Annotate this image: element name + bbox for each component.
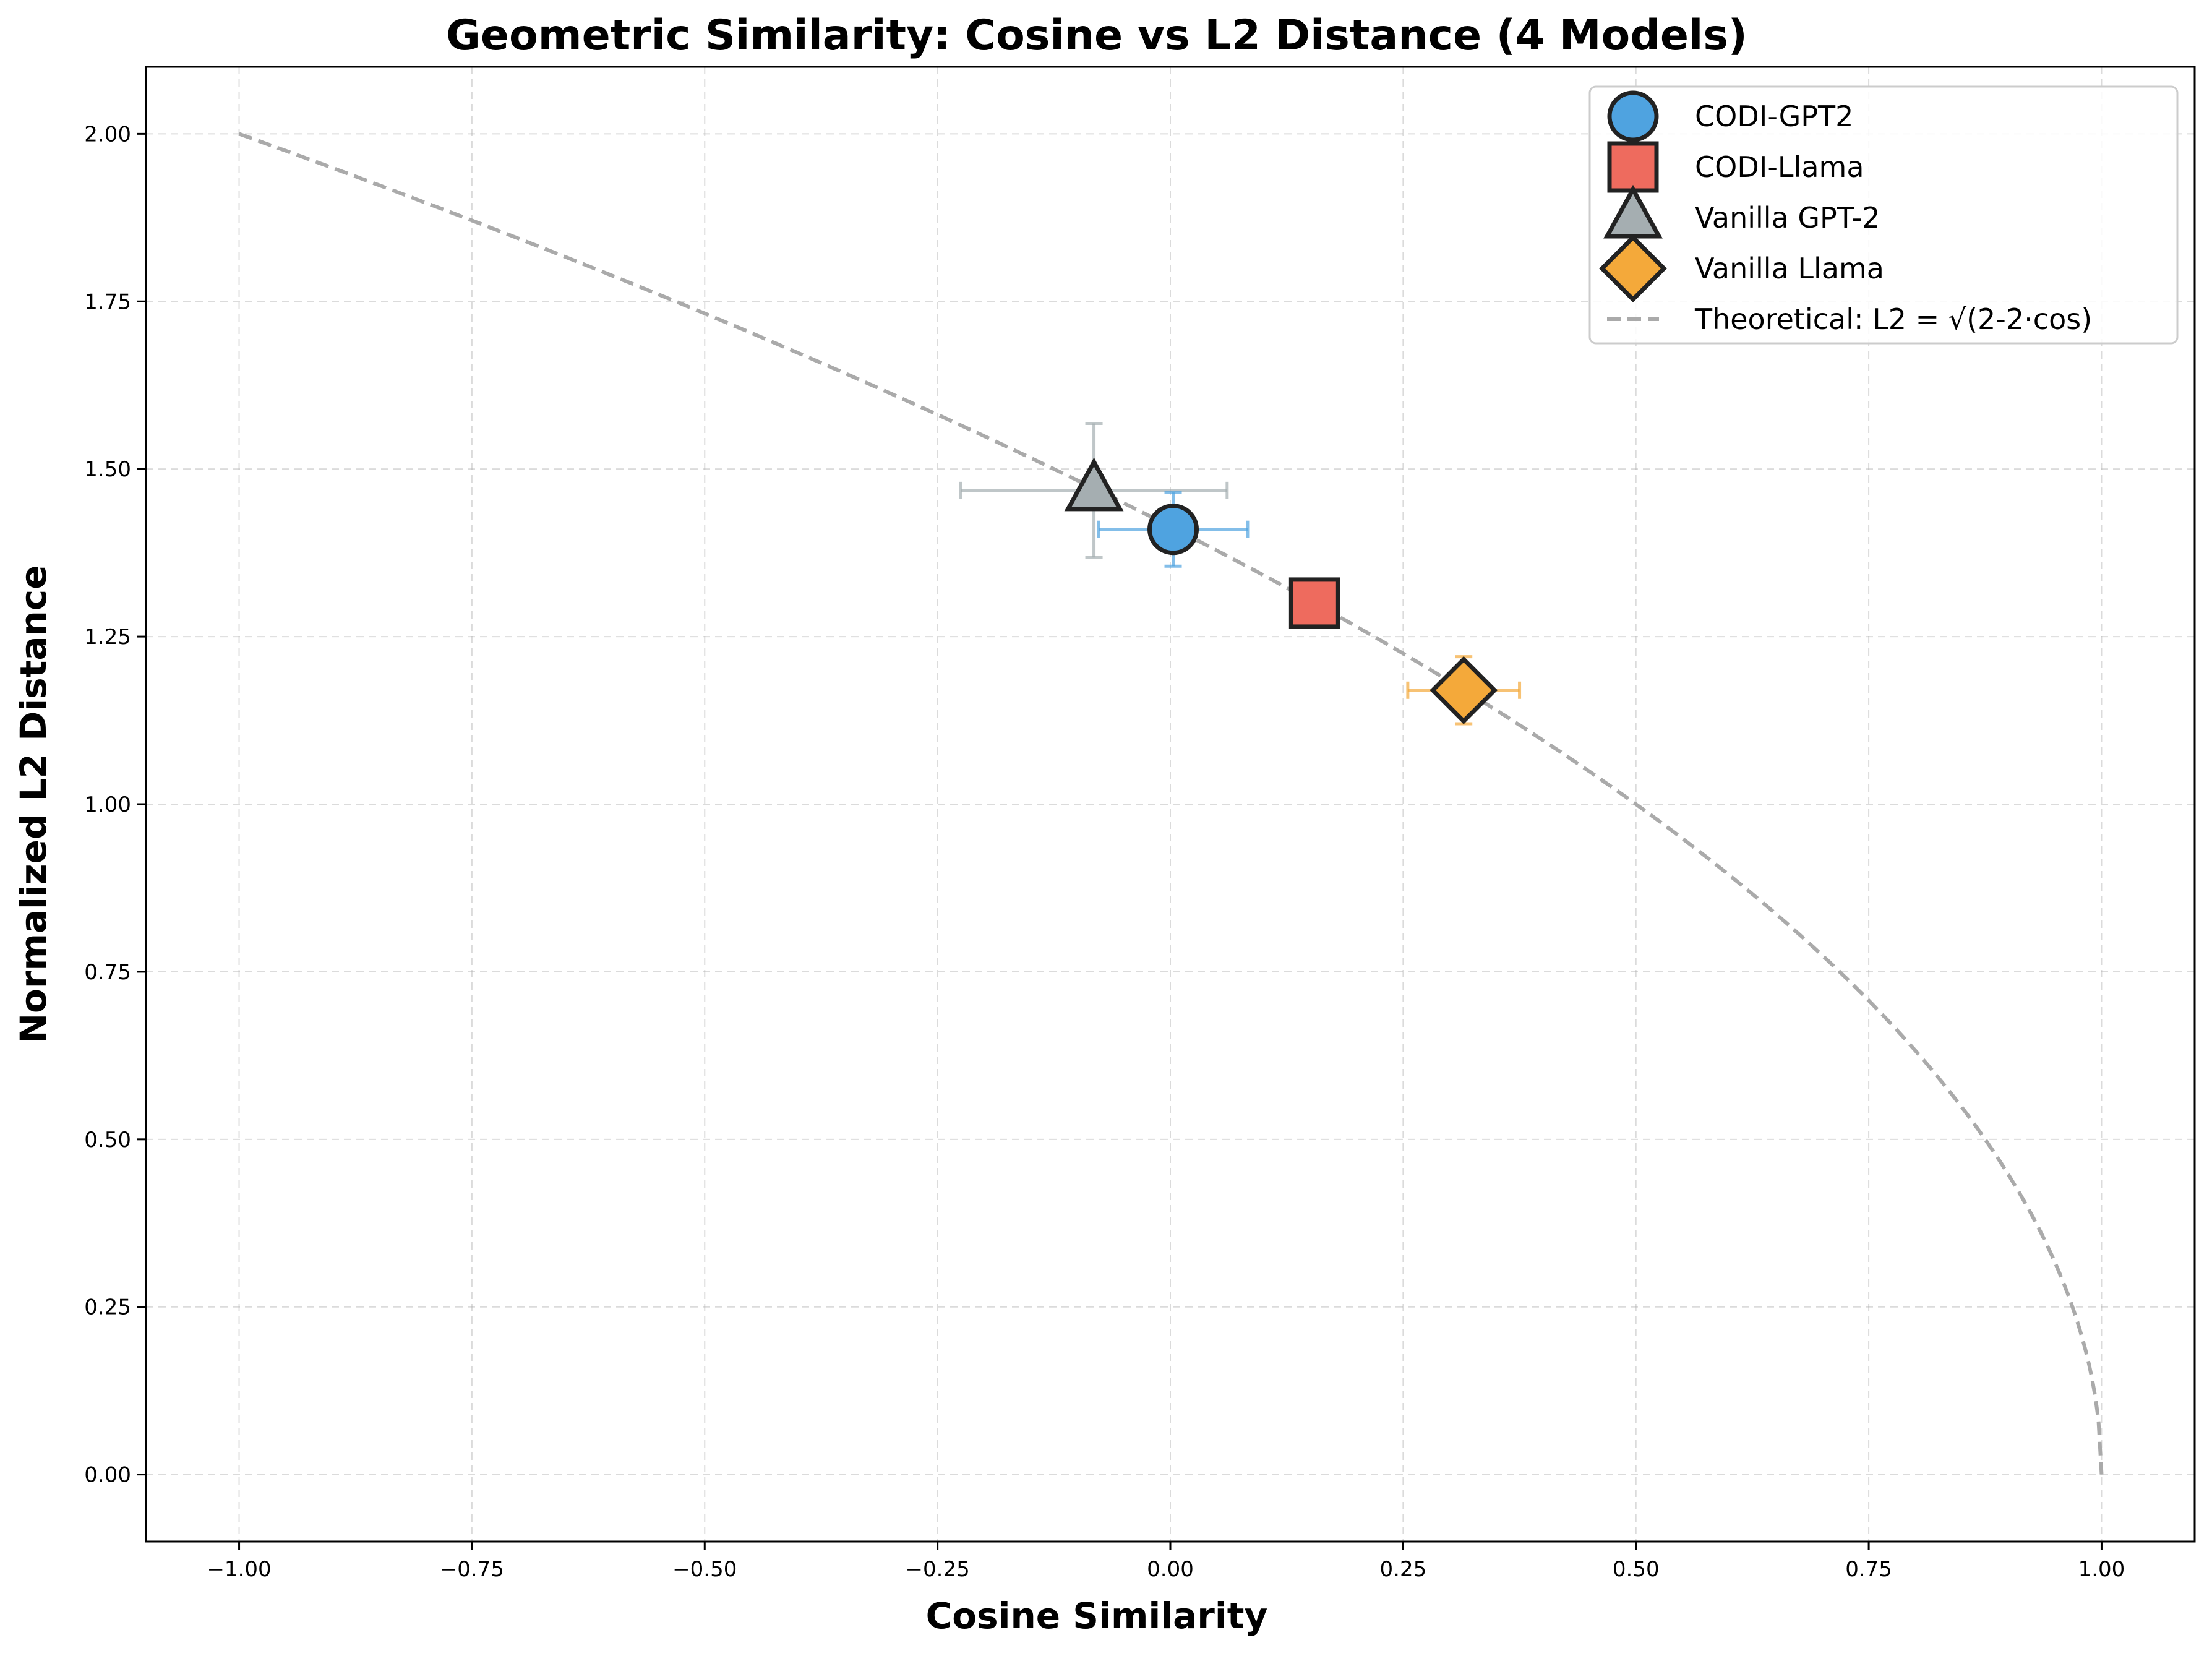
y-tick-label: 0.25 <box>84 1295 131 1320</box>
x-tick-label: 0.25 <box>1380 1557 1427 1582</box>
series-vanilla-llama <box>1406 655 1522 726</box>
x-tick-label: −0.75 <box>440 1557 504 1582</box>
y-tick-label: 0.75 <box>84 960 131 985</box>
points-layer <box>959 421 1522 726</box>
legend-box <box>1588 85 2179 345</box>
series-codi-llama <box>1288 577 1340 629</box>
chart-title: Geometric Similarity: Cosine vs L2 Dista… <box>446 11 1747 60</box>
data-point <box>1288 577 1340 629</box>
x-tick-label: 1.00 <box>2078 1557 2125 1582</box>
x-tick-label: −1.00 <box>207 1557 271 1582</box>
x-tick-label: 0.00 <box>1147 1557 1194 1582</box>
legend: CODI-GPT2 CODI-Llama Vanilla GPT-2 Vanilla … <box>1588 85 2179 345</box>
y-tick-label: 1.75 <box>84 290 131 314</box>
data-point <box>1430 656 1498 724</box>
data-point <box>1064 457 1124 512</box>
x-tick-label: −0.50 <box>672 1557 737 1582</box>
y-tick-label: 1.25 <box>84 625 131 650</box>
y-tick-label: 2.00 <box>84 122 131 147</box>
data-point <box>1147 504 1199 556</box>
legend-marker <box>1607 90 1659 142</box>
ticks-layer: −1.00 −0.75 −0.50 −0.25 0.00 0.25 0.50 0.75 1.00… <box>84 122 2125 1582</box>
legend-label: Vanilla GPT-2 <box>1695 201 1880 234</box>
legend-label: CODI-Llama <box>1695 150 1864 184</box>
y-tick-label: 1.00 <box>84 792 131 817</box>
series-codi-gpt2 <box>1097 491 1250 568</box>
y-axis-title: Normalized L2 Distance <box>12 565 54 1043</box>
grid-layer <box>146 67 2195 1542</box>
legend-label: Theoretical: L2 = √(2-2·cos) <box>1694 302 2092 336</box>
legend-marker <box>1607 141 1659 193</box>
x-tick-label: −0.25 <box>906 1557 970 1582</box>
x-axis-title: Cosine Similarity <box>926 1595 1268 1637</box>
y-tick-label: 1.50 <box>84 457 131 482</box>
legend-marker <box>1599 234 1667 302</box>
series-vanilla-gpt-2 <box>959 421 1229 559</box>
legend-label: CODI-GPT2 <box>1695 100 1853 133</box>
y-tick-label: 0.50 <box>84 1128 131 1152</box>
y-tick-label: 0.00 <box>84 1463 131 1488</box>
x-tick-label: 0.75 <box>1845 1557 1892 1582</box>
x-tick-label: 0.50 <box>1613 1557 1660 1582</box>
legend-label: Vanilla Llama <box>1695 252 1884 285</box>
